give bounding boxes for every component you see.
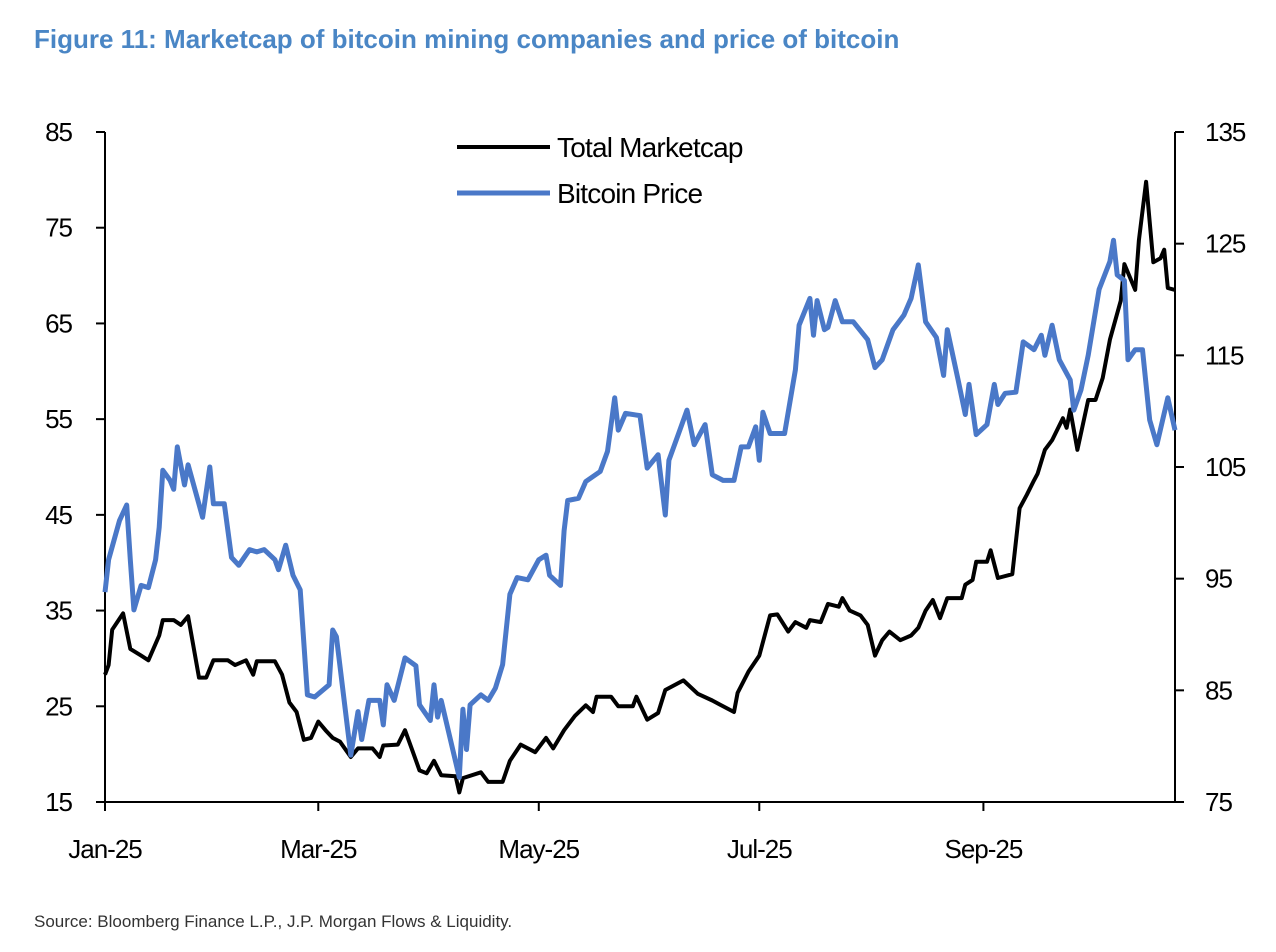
x-tick-label: Mar-25: [280, 834, 357, 864]
left-y-tick-label: 45: [45, 500, 72, 530]
right-y-tick-label: 85: [1205, 675, 1232, 705]
x-tick-label: Jan-25: [68, 834, 142, 864]
legend-label: Bitcoin Price: [557, 178, 702, 209]
series-line-bitcoin-price: [102, 237, 1178, 780]
x-tick-label: Jul-25: [727, 834, 792, 864]
right-y-tick-label: 135: [1205, 117, 1246, 147]
series-line-total-marketcap: [103, 179, 1176, 795]
source-note: Source: Bloomberg Finance L.P., J.P. Mor…: [34, 912, 513, 931]
left-y-tick-label: 55: [45, 404, 72, 434]
left-y-tick-label: 65: [45, 308, 72, 338]
right-y-tick-label: 75: [1205, 787, 1232, 817]
x-tick-label: Sep-25: [944, 834, 1022, 864]
left-y-tick-label: 75: [45, 213, 72, 243]
left-y-tick-label: 25: [45, 691, 72, 721]
left-y-tick-label: 35: [45, 596, 72, 626]
right-y-tick-label: 95: [1205, 564, 1232, 594]
right-y-tick-label: 105: [1205, 452, 1246, 482]
right-y-tick-label: 125: [1205, 229, 1246, 259]
x-tick-label: May-25: [498, 834, 579, 864]
left-y-tick-label: 15: [45, 787, 72, 817]
chart-title: Figure 11: Marketcap of bitcoin mining c…: [34, 24, 900, 54]
legend-label: Total Marketcap: [557, 132, 743, 163]
left-y-tick-label: 85: [45, 117, 72, 147]
right-y-tick-label: 115: [1205, 340, 1244, 370]
